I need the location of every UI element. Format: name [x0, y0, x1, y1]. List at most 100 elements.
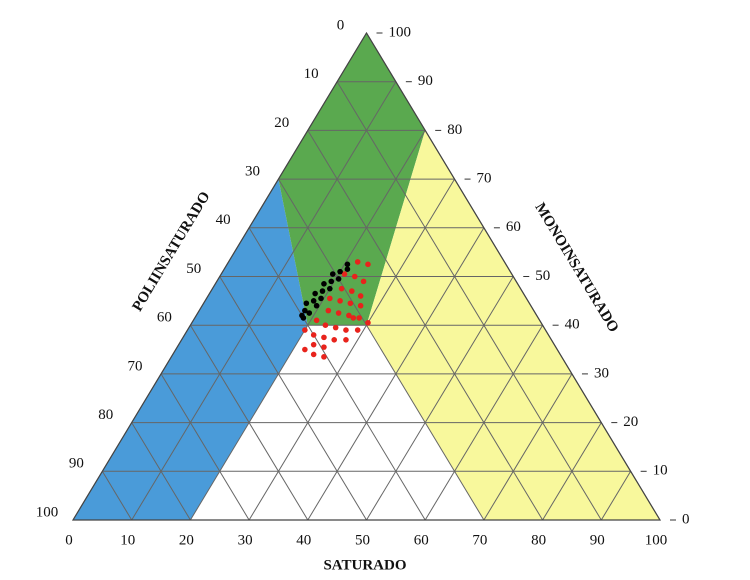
grid: [71, 31, 662, 521]
data-point: [302, 307, 308, 314]
data-point: [360, 278, 367, 285]
data-point: [325, 307, 332, 314]
data-point: [332, 324, 339, 331]
data-point: [321, 281, 327, 287]
data-point: [322, 322, 329, 329]
data-point: [319, 288, 326, 294]
grid-line: [336, 81, 602, 521]
data-point: [321, 354, 327, 360]
data-point: [337, 298, 343, 304]
data-point: [335, 310, 342, 316]
x-tick-label: 20: [179, 532, 194, 548]
left-tick-label: 60: [157, 310, 172, 326]
data-point: [331, 337, 338, 343]
grid-line: [600, 471, 632, 521]
right-tick-label: 90: [418, 73, 433, 89]
x-tick-label: 80: [531, 532, 546, 548]
left-tick-label: 10: [304, 66, 319, 82]
data-point: [337, 268, 343, 275]
data-point: [335, 276, 342, 282]
left-tick-label: 30: [245, 164, 260, 180]
data-point: [341, 271, 348, 277]
data-point: [310, 351, 317, 358]
x-tick-label: 50: [355, 532, 370, 548]
data-point: [329, 271, 336, 277]
right-tick-label: 30: [594, 365, 609, 381]
data-point: [310, 332, 317, 338]
data-point: [321, 334, 327, 341]
data-point: [349, 288, 355, 294]
x-tick-label: 70: [472, 532, 487, 548]
left-axis-title: POLIINSATURADO: [130, 189, 214, 314]
data-point: [313, 317, 320, 324]
data-point: [354, 327, 361, 333]
x-tick-label: 60: [414, 532, 429, 548]
data-point: [346, 312, 352, 319]
data-point: [302, 346, 308, 353]
data-point: [347, 300, 354, 307]
left-tick-label: 70: [128, 358, 143, 374]
right-tick-label: 40: [565, 317, 580, 333]
data-point: [357, 293, 364, 299]
right-tick-label: 80: [447, 122, 462, 138]
grid-line: [160, 373, 250, 521]
triangle-outline: [71, 31, 662, 521]
x-tick-label: 30: [238, 532, 253, 548]
x-tick-label: 0: [65, 532, 73, 548]
data-point: [338, 285, 345, 292]
grid-line: [248, 227, 426, 521]
left-tick-label: 40: [216, 212, 231, 228]
marks: [299, 259, 371, 360]
data-point: [310, 298, 317, 304]
x-axis-title: SATURADO: [323, 557, 406, 573]
data-point: [354, 259, 361, 265]
data-point: [344, 266, 351, 272]
grid-line: [131, 422, 191, 521]
left-tick-label: 90: [69, 456, 84, 472]
data-point: [302, 327, 308, 333]
data-point: [350, 315, 357, 321]
grid-line: [278, 178, 485, 521]
data-point: [327, 285, 333, 292]
right-tick-label: 100: [389, 24, 412, 40]
x-tick-label: 90: [590, 532, 605, 548]
data-point: [365, 261, 371, 268]
grid-line: [219, 276, 367, 521]
grid-line: [248, 178, 455, 521]
grid-line: [483, 373, 573, 521]
left-tick-label: 50: [186, 261, 201, 277]
x-tick-label: 10: [120, 532, 135, 548]
data-point: [328, 278, 335, 285]
data-point: [356, 315, 362, 321]
data-point: [312, 290, 318, 297]
right-tick-label: 10: [653, 463, 668, 479]
data-point: [357, 302, 364, 309]
right-tick-label: 0: [682, 511, 690, 527]
x-tick-label: 40: [296, 532, 311, 548]
left-tick-label: 20: [274, 115, 289, 131]
right-tick-label: 70: [477, 171, 492, 187]
data-point: [365, 319, 371, 326]
x-tick-label: 100: [645, 532, 668, 548]
grid-line: [366, 276, 514, 521]
grid-line: [307, 130, 544, 521]
grid-line: [101, 471, 133, 521]
data-point: [343, 327, 349, 333]
right-tick-label: 20: [623, 414, 638, 430]
data-point: [321, 344, 327, 350]
data-point: [310, 341, 317, 348]
data-point: [344, 261, 351, 268]
data-point: [343, 337, 349, 343]
right-tick-label: 50: [535, 268, 550, 284]
data-point: [313, 302, 320, 309]
right-tick-label: 60: [506, 219, 521, 235]
data-point: [327, 295, 333, 302]
region: [73, 179, 308, 520]
data-point: [351, 273, 358, 280]
left-tick-label: 80: [98, 407, 113, 423]
grid-line: [131, 81, 397, 521]
data-point: [303, 300, 310, 307]
data-point: [318, 295, 324, 302]
left-tick-label: 100: [36, 504, 59, 520]
